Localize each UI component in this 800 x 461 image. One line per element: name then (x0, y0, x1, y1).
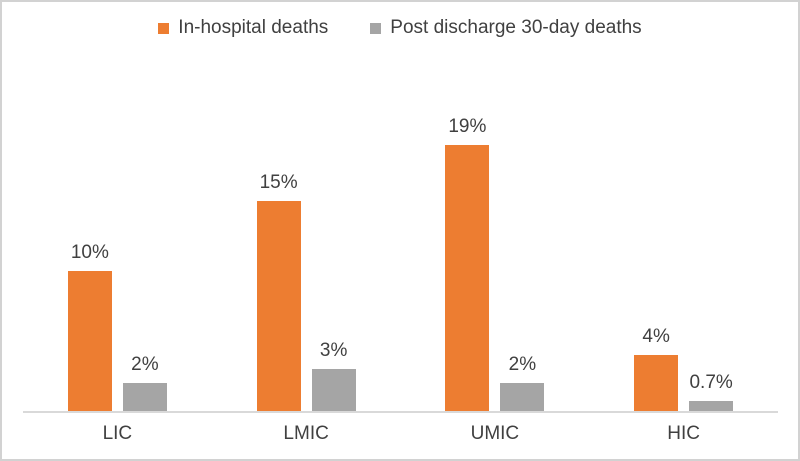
bar-value-label: 2% (508, 354, 537, 375)
bar-hic-in-hospital-deaths (634, 355, 679, 411)
chart-legend: In-hospital deaths Post discharge 30-day … (2, 17, 798, 39)
x-axis-label-hic: HIC (667, 423, 700, 444)
plot-area: 10% 2% 15% 3% 19% 2% 4% 0.7% (23, 68, 778, 411)
bar-hic-post-discharge-30-day-deaths (689, 401, 734, 411)
legend-swatch-icon (158, 22, 170, 34)
bar-value-label: 15% (259, 172, 298, 193)
bar-lmic-post-discharge-30-day-deaths (311, 369, 356, 411)
bar-group-lic: 10% 2% (23, 68, 212, 411)
bar-column-umic-post-discharge-30-day-deaths: 2% (500, 354, 545, 411)
bar-lmic-in-hospital-deaths (256, 201, 301, 411)
bar-group-umic: 19% 2% (401, 68, 590, 411)
x-axis-label-lic: LIC (102, 423, 133, 444)
x-axis-label-umic: UMIC (470, 423, 520, 444)
bar-column-lmic-post-discharge-30-day-deaths: 3% (311, 340, 356, 411)
bar-value-label: 3% (319, 340, 348, 361)
bar-value-label: 19% (448, 116, 487, 137)
x-axis-labels: LIC LMIC UMIC HIC (23, 423, 778, 445)
legend-label: In-hospital deaths (178, 17, 329, 38)
x-axis-label-lmic: LMIC (283, 423, 329, 444)
bar-value-label: 0.7% (689, 372, 733, 394)
bar-column-umic-in-hospital-deaths: 19% (445, 116, 490, 411)
bar-lic-post-discharge-30-day-deaths (122, 383, 167, 411)
bar-column-hic-post-discharge-30-day-deaths: 0.7% (689, 372, 734, 411)
legend-label: Post discharge 30-day deaths (390, 17, 642, 38)
bar-umic-in-hospital-deaths (445, 145, 490, 411)
bar-value-label: 10% (70, 242, 109, 263)
bar-value-label: 4% (642, 326, 670, 347)
bar-value-label: 2% (131, 354, 159, 375)
bar-group-lmic: 15% 3% (212, 68, 401, 411)
bar-lic-in-hospital-deaths (67, 271, 112, 411)
bar-column-lic-post-discharge-30-day-deaths: 2% (122, 354, 167, 411)
legend-item-in-hospital-deaths: In-hospital deaths (158, 17, 328, 39)
bar-group-hic: 4% 0.7% (589, 68, 778, 411)
legend-swatch-icon (370, 22, 382, 34)
x-axis-line (23, 411, 778, 413)
bar-column-hic-in-hospital-deaths: 4% (634, 326, 679, 411)
bar-umic-post-discharge-30-day-deaths (500, 383, 545, 411)
legend-item-post-discharge-30-day-deaths: Post discharge 30-day deaths (370, 17, 642, 39)
bar-column-lmic-in-hospital-deaths: 15% (256, 172, 301, 411)
bar-column-lic-in-hospital-deaths: 10% (67, 242, 112, 411)
